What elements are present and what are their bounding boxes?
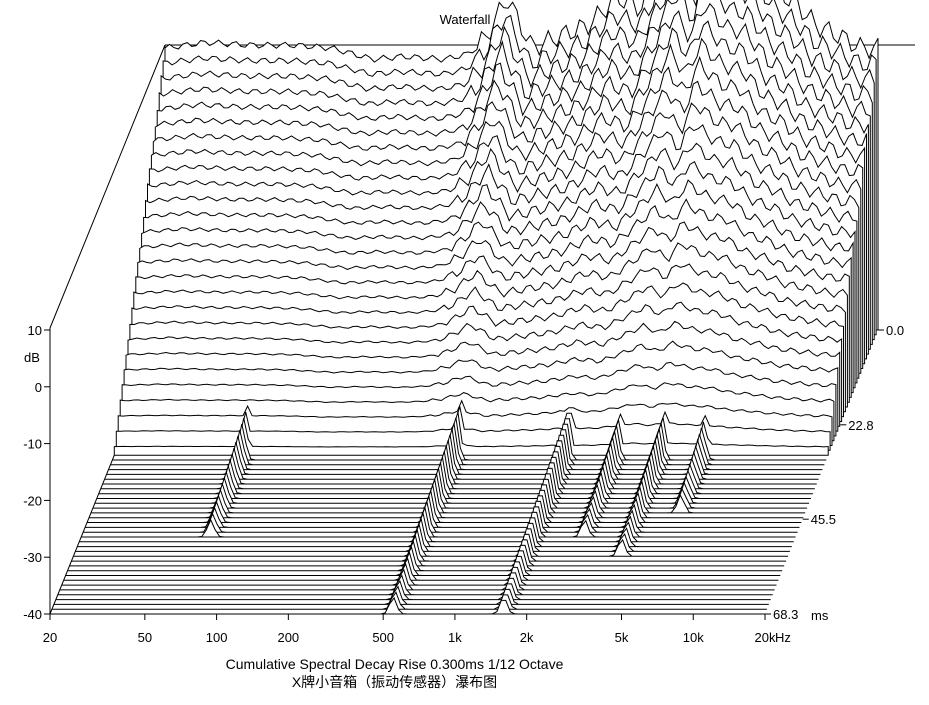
chart-caption-chinese: X牌小音箱（振动传感器）瀑布图 <box>291 674 498 690</box>
frame-line-5 <box>49 44 166 329</box>
decay-slice <box>50 596 765 615</box>
x-tick-label: 2k <box>520 630 534 645</box>
decay-slice <box>59 568 775 591</box>
y-tick-label: -10 <box>23 437 42 452</box>
decay-slice <box>69 540 785 567</box>
decay-slice <box>83 500 798 533</box>
x-tick-label: 1k <box>448 630 462 645</box>
decay-slice <box>89 483 804 519</box>
y-axis-label: dB <box>24 350 40 365</box>
decay-slice <box>63 557 779 581</box>
x-tick-label: 20 <box>43 630 57 645</box>
x-tick-label: 500 <box>372 630 394 645</box>
decay-slices <box>50 0 879 615</box>
chart-caption: Cumulative Spectral Decay Rise 0.300ms 1… <box>225 656 564 672</box>
x-tick-label: 200 <box>277 630 299 645</box>
x-tick-label: 50 <box>138 630 152 645</box>
x-tick-label: 10k <box>683 630 704 645</box>
decay-slice <box>87 489 802 523</box>
decay-slice <box>71 534 787 562</box>
decay-slice <box>65 551 781 576</box>
x-tick-label: 20k <box>755 630 776 645</box>
decay-slice <box>79 511 794 543</box>
decay-slice <box>73 528 788 557</box>
decay-slice <box>92 472 808 509</box>
x-tick-label: 100 <box>206 630 228 645</box>
y-tick-label: -20 <box>23 493 42 508</box>
z-tick-label: 22.8 <box>848 418 873 433</box>
decay-slice <box>90 477 806 514</box>
decay-slice <box>100 451 815 490</box>
z-axis-label: ms <box>811 608 829 623</box>
decay-slice <box>53 585 769 605</box>
y-tick-label: -40 <box>23 607 42 622</box>
decay-slice <box>96 462 811 499</box>
decay-slice <box>61 562 777 586</box>
decay-slice <box>77 517 792 548</box>
chart-axes: 20 50 100 200 500 1k 2k 5k 10k 20k Hz100-10-20-30-… <box>23 323 904 645</box>
z-tick-label: 0.0 <box>886 323 904 338</box>
decay-slice <box>115 406 831 451</box>
x-tick-label: 5k <box>615 630 629 645</box>
z-tick-label: 45.5 <box>811 512 836 527</box>
decay-slice <box>75 523 790 552</box>
decay-slice <box>57 574 773 596</box>
x-axis-label: Hz <box>775 630 791 645</box>
decay-slice <box>81 506 796 538</box>
decay-slice <box>85 494 800 528</box>
decay-slice <box>51 591 767 610</box>
decay-slice <box>94 468 810 504</box>
decay-slice <box>98 456 813 495</box>
chart-title: Waterfall <box>440 12 491 27</box>
y-tick-label: 0 <box>35 380 42 395</box>
decay-slice <box>113 411 829 456</box>
decay-slice <box>67 545 783 572</box>
z-tick-label: 68.3 <box>773 607 798 622</box>
decay-slice <box>55 579 771 601</box>
y-tick-label: 10 <box>28 323 42 338</box>
y-tick-label: -30 <box>23 550 42 565</box>
